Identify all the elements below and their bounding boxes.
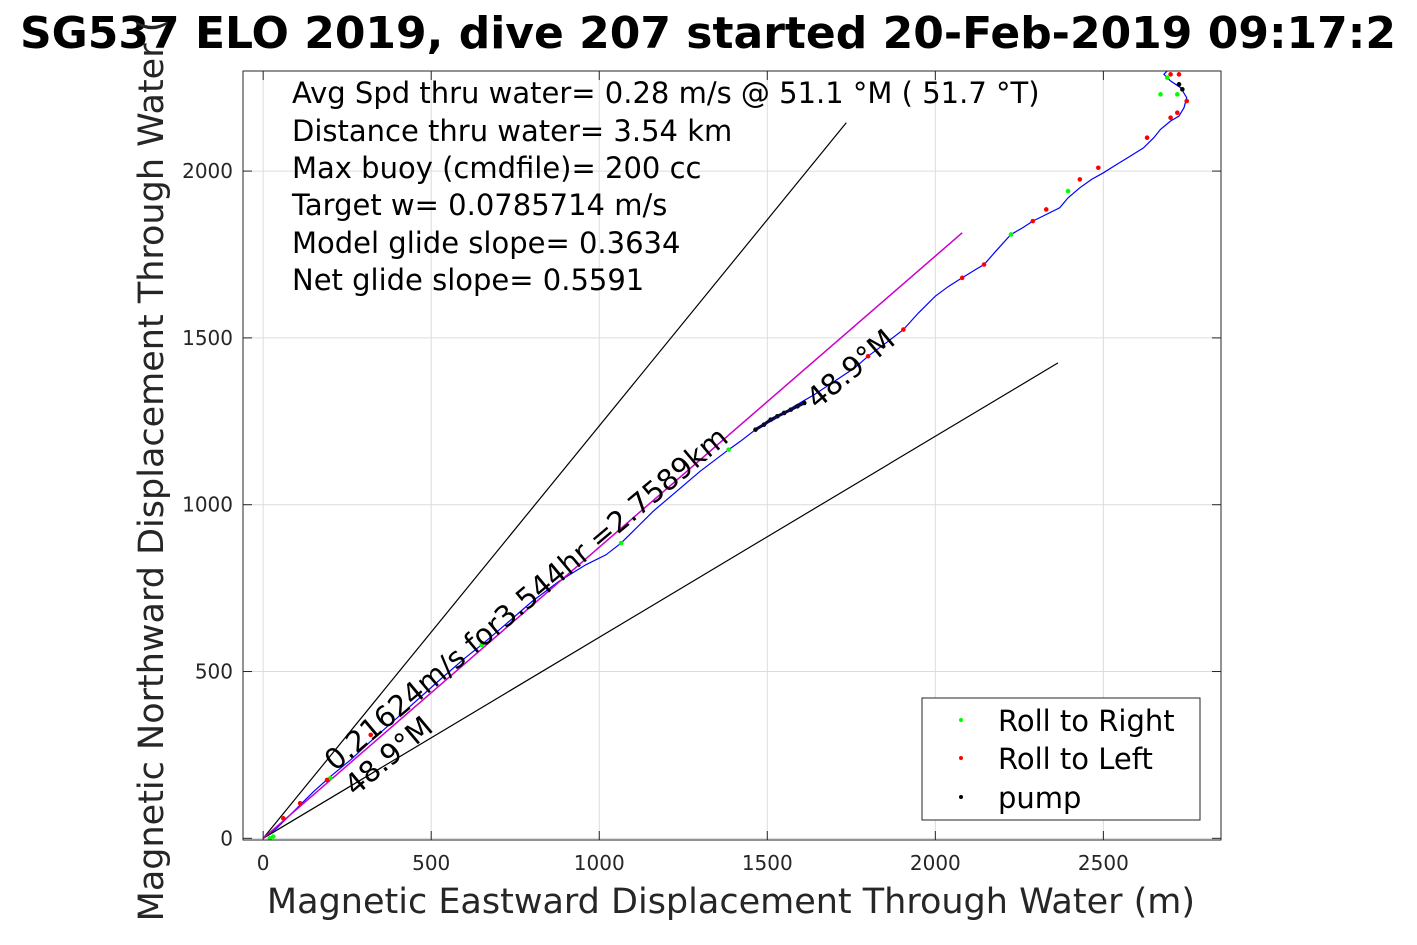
bound-line-lower [262, 362, 1059, 839]
y-tick-label: 500 [195, 660, 233, 684]
roll-left-marker [1175, 110, 1180, 116]
stat-max-buoy: Max buoy (cmdfile)= 200 cc [292, 151, 701, 185]
series-markers [267, 72, 1190, 841]
y-tick-label: 0 [220, 826, 233, 850]
roll-left-marker [981, 262, 987, 267]
roll-left-marker [1176, 72, 1182, 77]
legend-marker-roll-left [959, 756, 963, 760]
stat-target-w: Target w= 0.0785714 m/s [291, 188, 667, 222]
roll-right-marker [1164, 75, 1170, 80]
y-tick-label: 1500 [182, 326, 233, 350]
roll-left-marker [865, 353, 871, 359]
legend-marker-roll-right [959, 718, 963, 722]
legend-label-pump: pump [998, 781, 1081, 815]
roll-left-marker [901, 327, 906, 332]
x-tick-label: 2500 [1078, 851, 1129, 875]
roll-left-marker [1168, 72, 1173, 77]
stat-model-glide-slope: Model glide slope= 0.3634 [292, 226, 680, 260]
chart-title: SG537 ELO 2019, dive 207 started 20-Feb-… [20, 8, 1396, 59]
x-tick-label: 1500 [742, 851, 793, 875]
roll-left-marker [1184, 98, 1190, 104]
roll-right-marker [479, 642, 484, 648]
series-lines [262, 70, 1188, 839]
roll-left-marker [1043, 207, 1049, 212]
x-tick-label: 500 [412, 851, 450, 875]
roll-left-marker [1168, 115, 1173, 121]
stat-avg-speed: Avg Spd thru water= 0.28 m/s @ 51.1 °M (… [292, 76, 1040, 110]
x-tick-label: 2000 [910, 851, 961, 875]
legend: Roll to Right Roll to Left pump [921, 697, 1201, 821]
roll-right-marker [1175, 92, 1180, 97]
y-tick-label: 2000 [182, 159, 233, 183]
roll-left-marker [368, 732, 374, 738]
x-tick-label: 0 [257, 851, 270, 875]
roll-right-marker [726, 447, 731, 452]
roll-right-marker [1008, 232, 1014, 237]
roll-left-marker [324, 777, 330, 783]
pump-segment [754, 401, 805, 431]
roll-right-marker [1158, 92, 1163, 97]
stats-text-block: Avg Spd thru water= 0.28 m/s @ 51.1 °M (… [291, 76, 1040, 297]
x-tick-label: 1000 [574, 851, 625, 875]
grid [243, 71, 1221, 840]
axes-box [242, 70, 1222, 841]
heading-line [262, 232, 963, 839]
legend-box [921, 697, 1201, 821]
roll-left-marker [1144, 135, 1150, 141]
roll-left-marker [1096, 165, 1101, 171]
legend-label-roll-left: Roll to Left [998, 742, 1153, 776]
legend-label-roll-right: Roll to Right [998, 704, 1175, 738]
roll-left-marker [959, 275, 965, 281]
y-axis-label: Magnetic Northward Displacement Through … [132, 19, 172, 922]
roll-left-marker [281, 816, 286, 821]
pump-marker [1180, 87, 1185, 92]
pump-marker [1176, 82, 1182, 87]
stat-net-glide-slope: Net glide slope= 0.5591 [292, 263, 644, 297]
stat-distance: Distance thru water= 3.54 km [292, 114, 732, 148]
roll-left-marker [1077, 177, 1083, 182]
roll-right-marker [618, 540, 624, 546]
roll-right-marker [270, 834, 276, 839]
axis-ticks: 0 500 1000 1500 2000 2500 0 500 1000 1500 2000 [182, 71, 1221, 875]
y-tick-label: 1000 [182, 493, 233, 517]
bound-line-upper [262, 122, 847, 839]
legend-marker-pump [959, 795, 963, 799]
x-axis-label: Magnetic Eastward Displacement Through W… [267, 882, 1195, 922]
roll-left-marker [297, 801, 303, 806]
roll-right-marker [1065, 188, 1071, 194]
roll-left-marker [1030, 218, 1036, 224]
